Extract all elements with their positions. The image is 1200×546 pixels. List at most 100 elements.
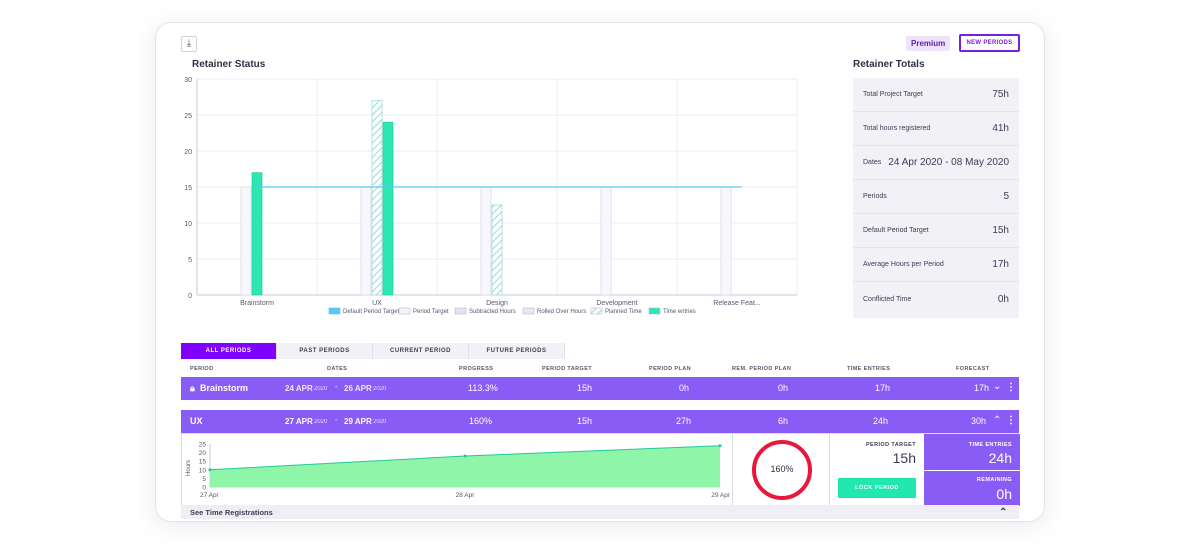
y-tick-label: 5 [202,476,206,483]
time-entries-label: TIME ENTRIES [968,442,1012,448]
y-tick-label: 20 [184,149,192,156]
start-day: 27 APR [285,417,313,426]
retainer-card: ⤓ Premium NEW PERIODS Retainer Status Re… [155,22,1045,522]
legend-label: Time entries [663,309,696,315]
y-axis-label: Hours [186,460,192,476]
progress-gauge-box: 160% [732,434,830,518]
forecast-value: 30h [971,416,987,426]
tab-all-periods[interactable]: ALL PERIODS [181,343,277,359]
conflicted-time-label: Conflicted Time [863,295,912,303]
chevron-up-icon[interactable]: ⌃ [993,415,1002,426]
table-row[interactable]: 🔒︎ Brainstorm 24 APR 2020 - 26 APR 2020 … [181,377,1019,400]
conflicted-time-row: Conflicted Time 0h [853,282,1019,316]
bar-time-entries [382,121,394,296]
x-tick-label: Release Feat... [713,300,761,307]
hours-point [208,468,212,472]
tab-current-period[interactable]: CURRENT PERIOD [373,343,469,359]
more-options-icon[interactable]: ⋮ [1006,382,1016,393]
y-tick-label: 0 [202,485,206,492]
end-year: 2020 [373,419,387,425]
header-time-entries: TIME ENTRIES [847,366,891,372]
average-hours-value: 17h [992,259,1009,270]
total-project-target-label: Total Project Target [863,91,923,98]
end-day: 29 APR [344,417,372,426]
legend-label: Subtracted Hours [469,309,516,315]
hours-area [210,445,720,487]
progress-value: 160% [469,416,493,426]
retainer-status-chart: 0 5 10 15 20 25 30 Brainstorm UX Design Developmen… [171,75,811,325]
bar-period-target [720,186,732,296]
remaining-value: 0h [996,486,1012,502]
rem-period-plan-value: 0h [778,383,789,393]
see-time-registrations-label: See Time Registrations [190,508,273,517]
total-project-target-value: 75h [992,89,1009,100]
time-entries-box: TIME ENTRIES 24h [924,434,1020,470]
see-time-registrations-row[interactable]: See Time Registrations ⌃ [181,505,1019,519]
start-year: 2020 [314,419,328,425]
tab-future-periods[interactable]: FUTURE PERIODS [469,343,565,359]
start-year: 2020 [314,386,328,392]
more-options-icon[interactable]: ⋮ [1006,415,1016,426]
period-target-value: 15h [577,416,593,426]
period-target-label: PERIOD TARGET [865,442,916,448]
download-icon[interactable]: ⤓ [181,36,197,52]
start-day: 24 APR [285,384,313,393]
header-period: PERIOD [190,366,214,372]
legend-swatch [454,307,467,315]
period-detail-panel: Hours 25 20 15 10 5 0 27 Apr 28 Apr 29 Apr 160% P… [181,433,1020,518]
bar-period-target [480,186,492,296]
period-tabs: ALL PERIODS PAST PERIODS CURRENT PERIOD … [181,343,565,359]
remaining-label: REMAINING [976,477,1012,483]
table-row[interactable]: UX 27 APR 2020 - 29 APR 2020 160% 15h 27… [181,410,1019,433]
period-name: Brainstorm [200,383,249,393]
period-plan-value: 0h [679,383,690,393]
lock-icon: 🔒︎ [190,383,195,393]
total-hours-registered-row: Total hours registered 41h [853,112,1019,146]
x-tick-label: 29 Apr [711,492,731,499]
average-hours-label: Average Hours per Period [863,261,944,268]
tab-past-periods[interactable]: PAST PERIODS [277,343,373,359]
bar-planned-time [371,100,383,296]
new-periods-button[interactable]: NEW PERIODS [959,34,1020,52]
header-forecast: FORECAST [956,366,990,372]
x-tick-label: Development [596,300,637,307]
time-entries-value: 17h [875,383,891,393]
time-entries-value: 24h [873,416,889,426]
header-rem-period-plan: REM. PERIOD PLAN [732,366,792,372]
legend-label: Rolled Over Hours [537,309,586,315]
header-dates: DATES [327,366,348,372]
header-period-plan: PERIOD PLAN [649,366,691,372]
end-day: 26 APR [344,384,372,393]
forecast-value: 17h [974,383,990,393]
default-period-target-row: Default Period Target 15h [853,214,1019,248]
end-year: 2020 [373,386,387,392]
progress-value: 113.3% [468,383,498,393]
y-tick-label: 30 [184,77,192,84]
average-hours-row: Average Hours per Period 17h [853,248,1019,282]
y-tick-label: 10 [199,467,207,474]
y-tick-label: 5 [188,257,192,264]
hours-point [463,454,467,458]
chevron-down-icon[interactable]: ⌄ [993,381,1002,392]
y-tick-label: 25 [199,442,207,449]
default-period-target-label: Default Period Target [863,227,929,234]
progress-ring [752,440,812,500]
x-tick-label: Design [486,300,508,307]
lock-period-button[interactable]: LOCK PERIOD [838,478,916,498]
remaining-box: REMAINING 0h [924,470,1020,506]
chevron-up-icon[interactable]: ⌃ [999,507,1008,518]
x-tick-label: UX [372,300,382,307]
retainer-totals-panel: Total Project Target 75h Total hours reg… [853,78,1019,318]
date-separator: - [335,384,338,391]
x-tick-label: 27 Apr [200,492,220,499]
default-period-target-value: 15h [992,225,1009,236]
legend-label: Default Period Target [343,309,400,315]
x-tick-label: 28 Apr [456,492,476,499]
legend-label: Planned Time [605,309,642,315]
y-tick-label: 25 [184,113,192,120]
legend-label: Period Target [413,309,449,315]
period-plan-value: 27h [676,416,692,426]
periods-label: Periods [863,193,887,200]
progress-gauge [752,440,812,500]
y-tick-label: 15 [184,185,192,192]
